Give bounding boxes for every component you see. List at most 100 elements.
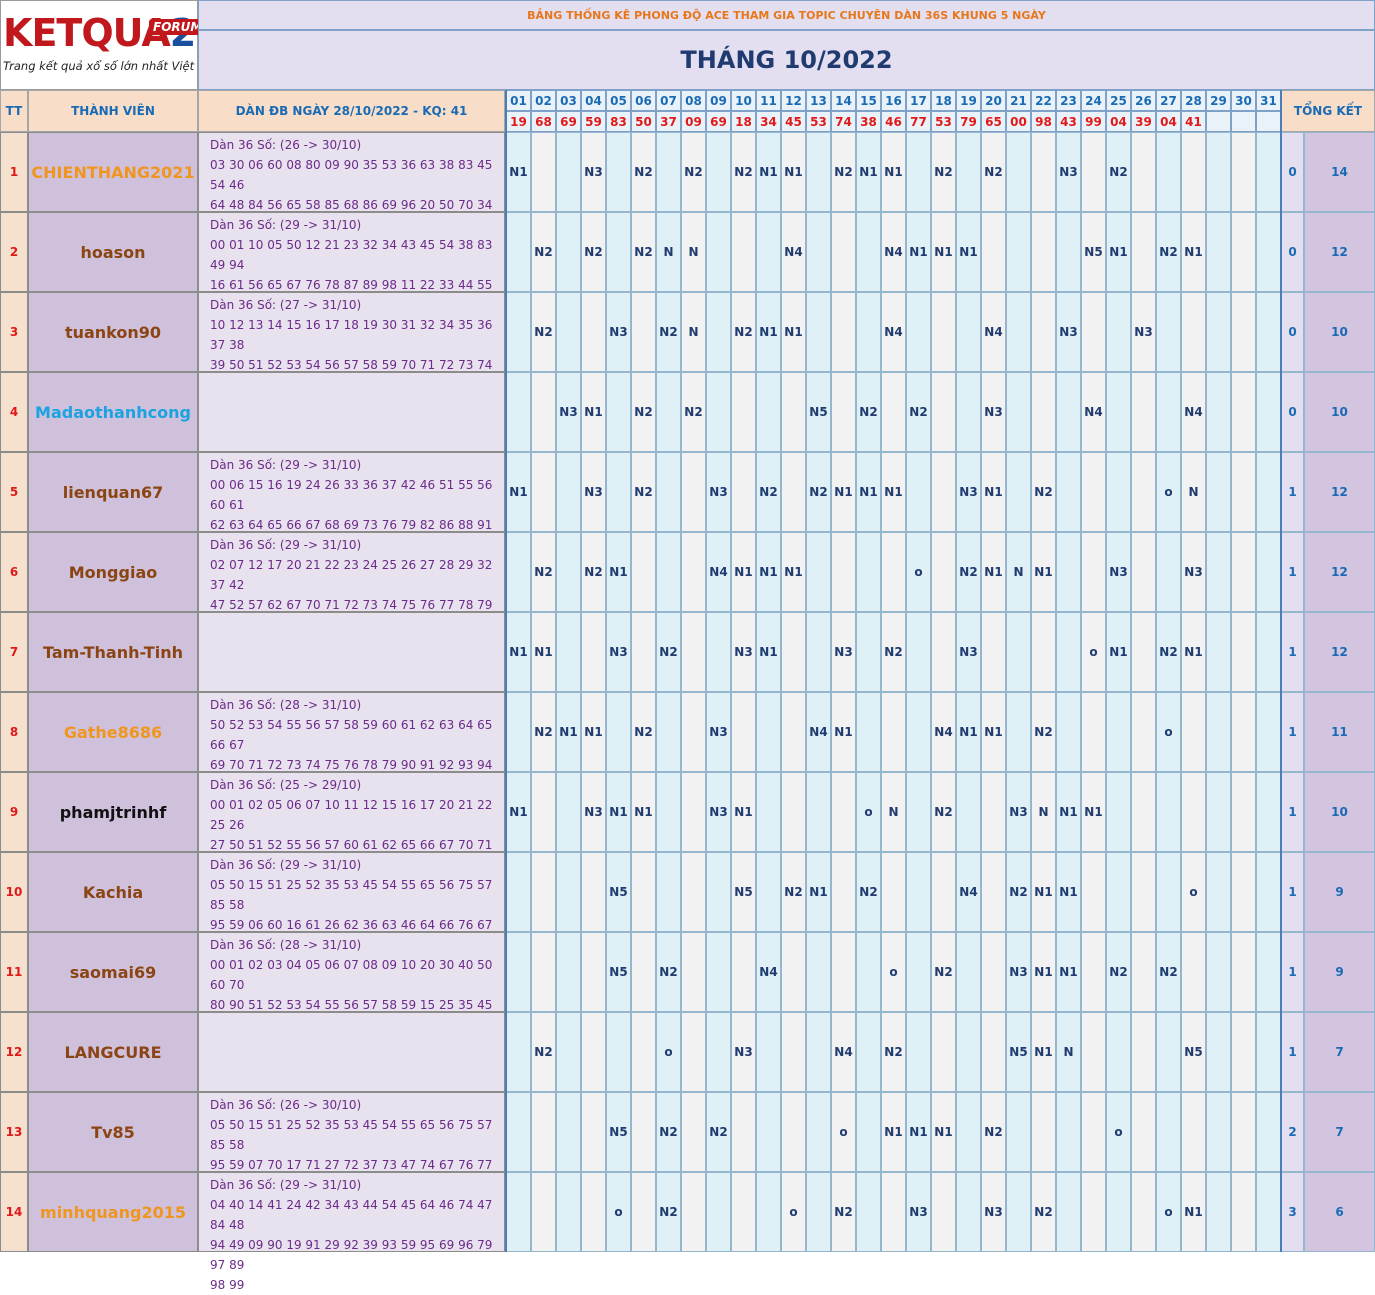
result-cell [881,852,906,932]
result-cell [931,1012,956,1092]
dan-numbers: Dàn 36 Số: (25 -> 29/10) 00 01 02 05 06 … [198,772,505,892]
result-cell [681,1092,706,1172]
result-cell: N2 [856,852,881,932]
result-cell [756,212,781,292]
result-cell [806,292,831,372]
result-cell [856,612,881,692]
day-number-header: 07 [656,90,681,111]
result-cell: N5 [606,1092,631,1172]
day-number-header: 11 [756,90,781,111]
result-cell: N5 [806,372,831,452]
member-name[interactable]: Kachia [28,852,198,932]
result-cell: o [1106,1092,1131,1172]
sheet-title: BẢNG THỐNG KÊ PHONG ĐỘ ACE THAM GIA TOPI… [198,0,1375,30]
result-cell [756,372,781,452]
member-name[interactable]: minhquang2015 [28,1172,198,1252]
summary-total: 7 [1304,1012,1375,1092]
result-cell [506,1092,531,1172]
member-name[interactable]: hoason [28,212,198,292]
result-cell [881,692,906,772]
result-cell [1156,852,1181,932]
result-cell: N1 [756,132,781,212]
result-cell [531,852,556,932]
result-cell [681,852,706,932]
result-cell [931,372,956,452]
result-cell [506,292,531,372]
member-name[interactable]: LANGCURE [28,1012,198,1092]
dan-numbers: Dàn 36 Số: (28 -> 31/10) 00 01 02 03 04 … [198,932,505,1052]
result-cell [506,852,531,932]
day-number-header: 14 [831,90,856,111]
result-cell [1256,692,1281,772]
result-cell: N5 [731,852,756,932]
result-cell [1256,212,1281,292]
day-result-header: 45 [781,111,806,132]
row-number: 11 [0,932,28,1012]
result-cell [1206,292,1231,372]
logo[interactable]: KETQUA 2 FORUM Trang kết quả xổ số lớn n… [0,0,225,90]
result-cell [1181,292,1206,372]
result-cell: N1 [781,292,806,372]
result-cell: N4 [1181,372,1206,452]
result-cell [981,212,1006,292]
result-cell [806,1172,831,1252]
result-cell: N1 [1181,212,1206,292]
result-cell: N1 [606,772,631,852]
result-cell [556,612,581,692]
result-cell [1156,772,1181,852]
day-number-header: 13 [806,90,831,111]
day-number-header: 02 [531,90,556,111]
result-cell [1256,1092,1281,1172]
result-cell [856,212,881,292]
day-result-header: 79 [956,111,981,132]
member-name[interactable]: Madaothanhcong [28,372,198,452]
result-cell [681,772,706,852]
result-cell [706,1012,731,1092]
member-name[interactable]: saomai69 [28,932,198,1012]
member-name[interactable]: tuankon90 [28,292,198,372]
member-name[interactable]: phamjtrinhf [28,772,198,852]
result-cell [981,852,1006,932]
result-cell: N2 [656,612,681,692]
result-cell: o [656,1012,681,1092]
member-name[interactable]: lienquan67 [28,452,198,532]
result-cell [1006,212,1031,292]
summary-total: 12 [1304,452,1375,532]
day-result-header: 98 [1031,111,1056,132]
member-name[interactable]: Monggiao [28,532,198,612]
result-cell: N [1031,772,1056,852]
result-cell: N2 [1156,932,1181,1012]
member-name[interactable]: CHIENTHANG2021 [28,132,198,212]
result-cell [1081,932,1106,1012]
result-cell [781,612,806,692]
day-result-header: 18 [731,111,756,132]
result-cell: N1 [931,212,956,292]
result-cell [1131,212,1156,292]
result-cell [706,612,731,692]
row-number: 12 [0,1012,28,1092]
result-cell: N5 [606,852,631,932]
result-cell: N5 [606,932,631,1012]
result-cell [506,1012,531,1092]
result-cell: N [1006,532,1031,612]
day-result-header: 77 [906,111,931,132]
result-cell: N2 [981,132,1006,212]
result-cell [1181,772,1206,852]
summary-total: 9 [1304,932,1375,1012]
result-cell [1006,452,1031,532]
result-cell [906,1012,931,1092]
member-name[interactable]: Tam-Thanh-Tinh [28,612,198,692]
member-name[interactable]: Gathe8686 [28,692,198,772]
result-cell: o [881,932,906,1012]
member-name[interactable]: Tv85 [28,1092,198,1172]
result-cell [1206,1172,1231,1252]
result-cell [731,1092,756,1172]
result-cell [1206,1092,1231,1172]
result-cell [606,452,631,532]
result-cell [806,532,831,612]
result-cell: N3 [1056,132,1081,212]
result-cell [1181,132,1206,212]
result-cell: o [1156,692,1181,772]
result-cell: N2 [631,212,656,292]
result-cell [1131,932,1156,1012]
